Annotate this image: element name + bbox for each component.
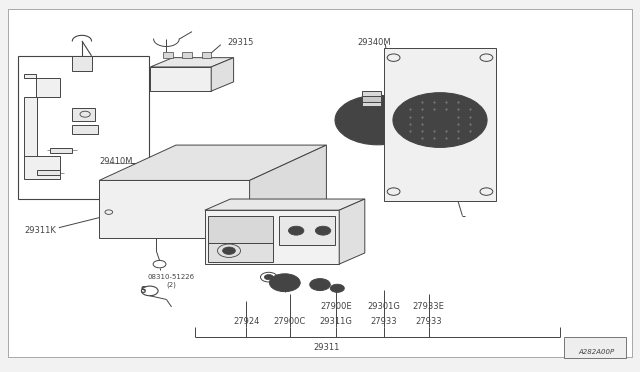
Circle shape: [348, 102, 408, 138]
Polygon shape: [205, 199, 365, 210]
Bar: [208, 243, 273, 262]
Polygon shape: [205, 210, 339, 264]
Bar: [72, 108, 95, 121]
Text: S: S: [141, 286, 146, 295]
Bar: [564, 337, 626, 358]
Circle shape: [335, 95, 420, 145]
Text: 29410M: 29410M: [99, 157, 132, 166]
Text: 27933: 27933: [415, 317, 442, 326]
Circle shape: [330, 284, 344, 292]
Polygon shape: [24, 97, 37, 160]
Circle shape: [314, 281, 326, 288]
Bar: [72, 125, 98, 134]
Text: 29301G: 29301G: [367, 302, 401, 311]
Circle shape: [316, 226, 331, 235]
Bar: [163, 52, 173, 58]
Text: 29311G: 29311G: [319, 317, 353, 326]
Text: A282A00P: A282A00P: [578, 349, 614, 355]
Bar: [72, 56, 92, 71]
Polygon shape: [339, 199, 365, 264]
Bar: [37, 170, 60, 175]
Text: 27900C: 27900C: [274, 317, 306, 326]
Text: 27933E: 27933E: [413, 302, 445, 311]
Bar: [362, 96, 381, 102]
Polygon shape: [211, 58, 234, 91]
Polygon shape: [99, 180, 250, 238]
Polygon shape: [150, 67, 211, 91]
Circle shape: [333, 286, 341, 291]
Circle shape: [393, 93, 487, 147]
Circle shape: [362, 111, 393, 129]
Circle shape: [399, 97, 480, 144]
Bar: [182, 52, 192, 58]
Circle shape: [427, 112, 454, 128]
Polygon shape: [250, 145, 326, 238]
Polygon shape: [24, 74, 60, 97]
Bar: [362, 92, 381, 106]
Circle shape: [411, 103, 469, 137]
Text: 29315: 29315: [227, 38, 253, 47]
Bar: [279, 216, 335, 245]
Polygon shape: [99, 145, 326, 180]
Text: 27924: 27924: [233, 317, 260, 326]
Bar: [50, 148, 72, 153]
Bar: [208, 216, 273, 244]
Circle shape: [269, 274, 300, 292]
Bar: [384, 48, 496, 201]
Text: 08310-51226
(2): 08310-51226 (2): [148, 274, 195, 288]
Text: 27933: 27933: [371, 317, 397, 326]
Bar: [18, 56, 149, 199]
Text: 27900E: 27900E: [320, 302, 352, 311]
Bar: [202, 52, 211, 58]
Circle shape: [264, 275, 273, 280]
Text: 29311K: 29311K: [24, 226, 56, 235]
Circle shape: [223, 247, 236, 254]
Text: 29340M: 29340M: [357, 38, 391, 47]
Polygon shape: [24, 156, 60, 179]
Text: 29311: 29311: [313, 343, 340, 352]
Circle shape: [275, 277, 295, 289]
Circle shape: [310, 279, 330, 291]
Circle shape: [289, 226, 304, 235]
Polygon shape: [150, 58, 234, 67]
